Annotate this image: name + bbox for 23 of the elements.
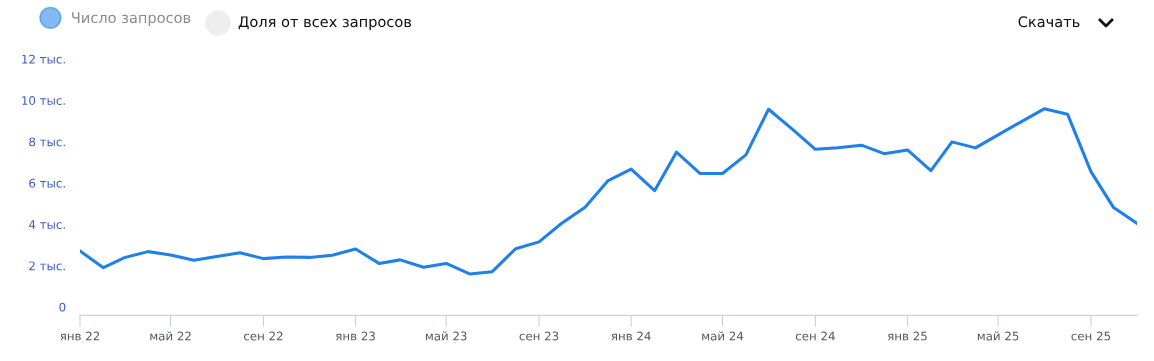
text: Скачать bbox=[1018, 16, 1080, 28]
y-tick-label: 6 тыс. bbox=[29, 178, 65, 188]
x-tick-label: янв 24 bbox=[611, 331, 651, 341]
text: Доля от всех запросов bbox=[238, 16, 412, 31]
x-tick-label: янв 22 bbox=[60, 331, 100, 341]
y-tick-label: 12 тыс. bbox=[22, 54, 65, 64]
line-series bbox=[80, 107, 1137, 276]
x-tick-label: сен 22 bbox=[243, 331, 283, 341]
x-tick-label: май 22 bbox=[150, 331, 191, 341]
x-tick-label: май 25 bbox=[977, 331, 1019, 341]
legend-label: Число запросов bbox=[72, 12, 191, 26]
x-tick-label: сен 24 bbox=[795, 331, 835, 341]
y-tick-label: 8 тыс. bbox=[29, 137, 65, 147]
y-tick-label: 0 bbox=[59, 302, 66, 312]
x-tick-label: май 23 bbox=[425, 331, 467, 341]
x-tick-label: сен 23 bbox=[519, 331, 559, 341]
y-tick-label: 10 тыс. bbox=[22, 96, 65, 105]
y-tick-label: 2 тыс. bbox=[29, 261, 65, 271]
x-tick-label: янв 23 bbox=[335, 331, 375, 341]
x-tick-label: сен 25 bbox=[1071, 331, 1111, 341]
y-tick-label: 4 тыс. bbox=[28, 220, 65, 229]
x-tick-label: май 24 bbox=[702, 331, 744, 341]
x-tick-label: янв 25 bbox=[887, 331, 927, 341]
